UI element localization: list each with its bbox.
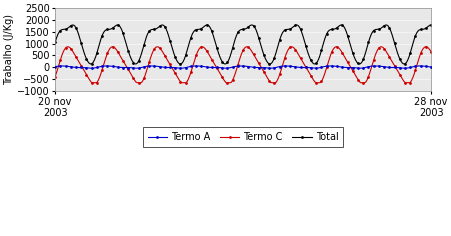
Termo A [110, 65, 115, 68]
Termo C [237, 55, 243, 58]
Termo C [111, 46, 116, 49]
Total [177, 63, 183, 65]
Total [69, 24, 75, 26]
Termo C [69, 49, 75, 52]
Termo A [428, 66, 433, 68]
Termo A [59, 65, 64, 67]
Line: Termo A: Termo A [54, 65, 432, 70]
Total [293, 24, 299, 26]
Termo C [110, 45, 115, 48]
Termo A [267, 67, 273, 70]
Termo C [90, 81, 96, 84]
Termo C [56, 63, 62, 66]
Total [356, 63, 361, 65]
Total [108, 27, 114, 30]
Total [52, 41, 58, 44]
Termo C [52, 75, 58, 78]
Termo A [179, 67, 184, 70]
Y-axis label: Trabalho (J/Kg): Trabalho (J/Kg) [4, 14, 14, 85]
Total [56, 31, 62, 34]
Termo C [350, 72, 356, 74]
Total [350, 52, 355, 55]
Termo A [350, 66, 356, 69]
Legend: Termo A, Termo C, Total: Termo A, Termo C, Total [143, 127, 343, 147]
Line: Total: Total [54, 24, 432, 65]
Termo A [70, 66, 76, 68]
Line: Termo C: Termo C [54, 45, 432, 84]
Total [235, 31, 240, 34]
Termo C [180, 81, 185, 84]
Termo A [236, 65, 241, 67]
Termo A [56, 65, 62, 67]
Total [428, 24, 433, 26]
Termo A [52, 65, 58, 68]
Termo C [428, 50, 433, 53]
